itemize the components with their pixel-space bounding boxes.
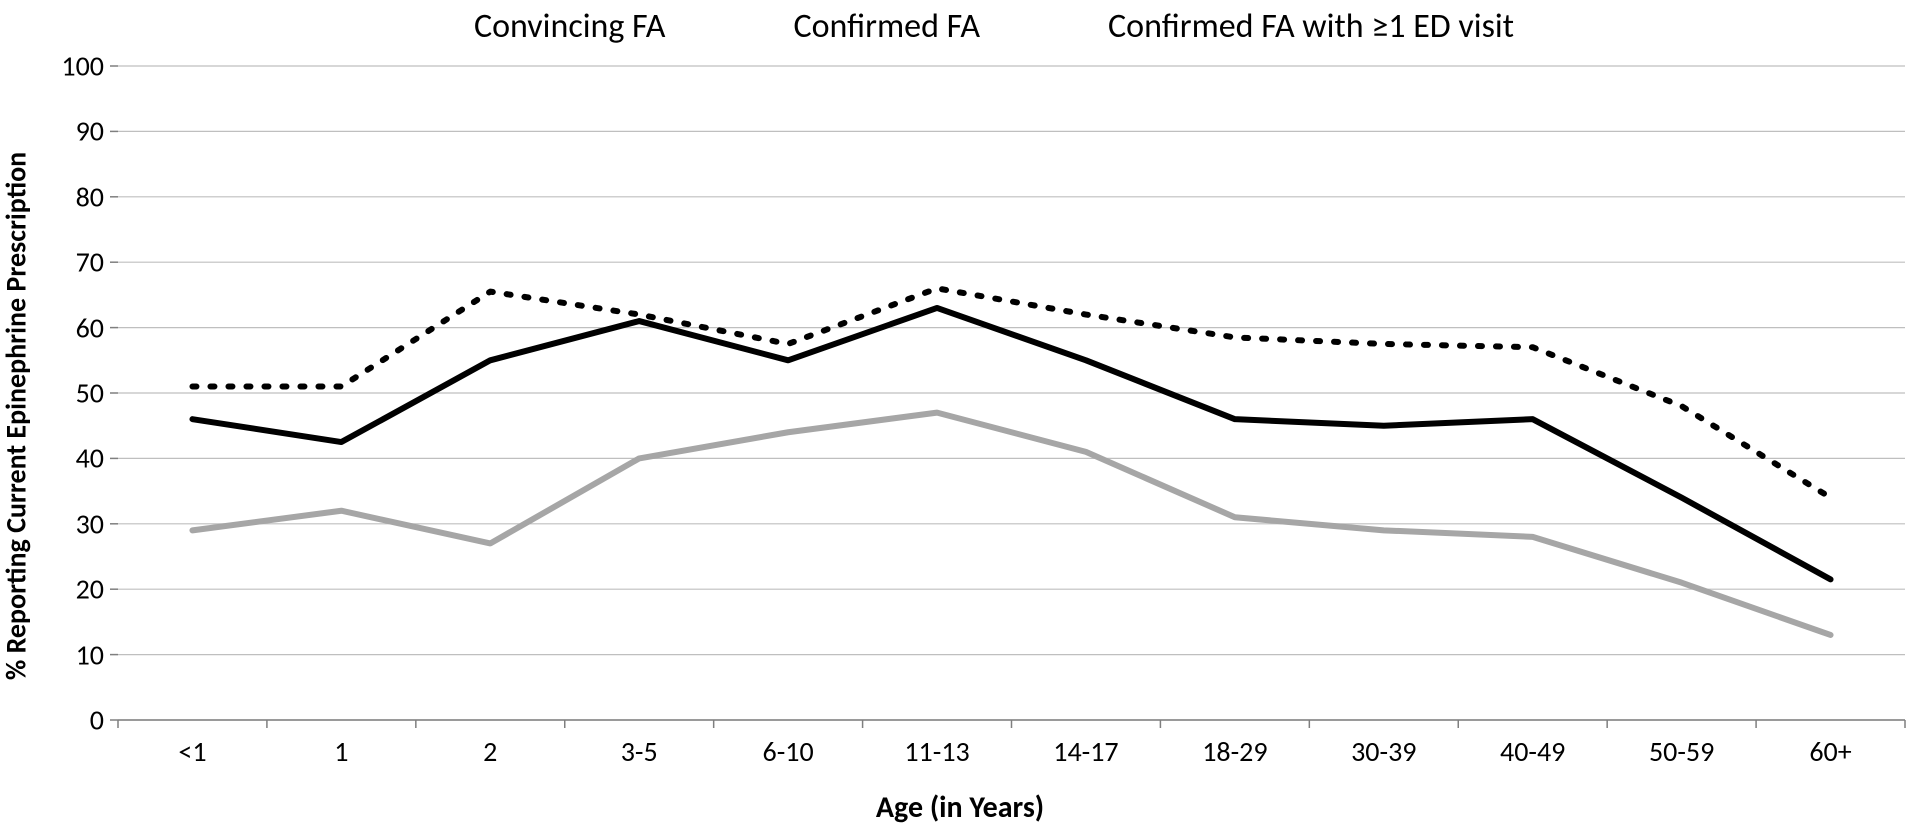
x-tick-label: 60+ bbox=[1809, 734, 1851, 769]
x-tick-label: 40-49 bbox=[1500, 734, 1565, 769]
x-tick-label: 18-29 bbox=[1202, 734, 1267, 769]
x-tick-label: 14-17 bbox=[1053, 734, 1118, 769]
x-tick-label: <1 bbox=[178, 734, 206, 769]
y-tick-label: 30 bbox=[50, 506, 104, 541]
plot-area bbox=[0, 0, 1920, 832]
y-tick-label: 80 bbox=[50, 179, 104, 214]
x-tick-label: 30-39 bbox=[1351, 734, 1416, 769]
x-axis-title: Age (in Years) bbox=[0, 789, 1920, 826]
x-tick-label: 50-59 bbox=[1649, 734, 1714, 769]
y-tick-label: 60 bbox=[50, 310, 104, 345]
y-tick-label: 90 bbox=[50, 114, 104, 149]
y-tick-label: 50 bbox=[50, 376, 104, 411]
y-tick-label: 70 bbox=[50, 245, 104, 280]
y-tick-label: 100 bbox=[50, 49, 104, 84]
x-tick-label: 6-10 bbox=[763, 734, 814, 769]
chart-container: Convincing FA Confirmed FA Confirmed FA … bbox=[0, 0, 1920, 832]
x-tick-label: 11-13 bbox=[904, 734, 969, 769]
x-tick-label: 3-5 bbox=[621, 734, 658, 769]
x-tick-label: 2 bbox=[483, 734, 497, 769]
x-tick-label: 1 bbox=[334, 734, 348, 769]
y-tick-label: 20 bbox=[50, 572, 104, 607]
y-tick-label: 10 bbox=[50, 637, 104, 672]
series-line bbox=[192, 308, 1830, 579]
y-tick-label: 40 bbox=[50, 441, 104, 476]
y-tick-label: 0 bbox=[50, 703, 104, 738]
